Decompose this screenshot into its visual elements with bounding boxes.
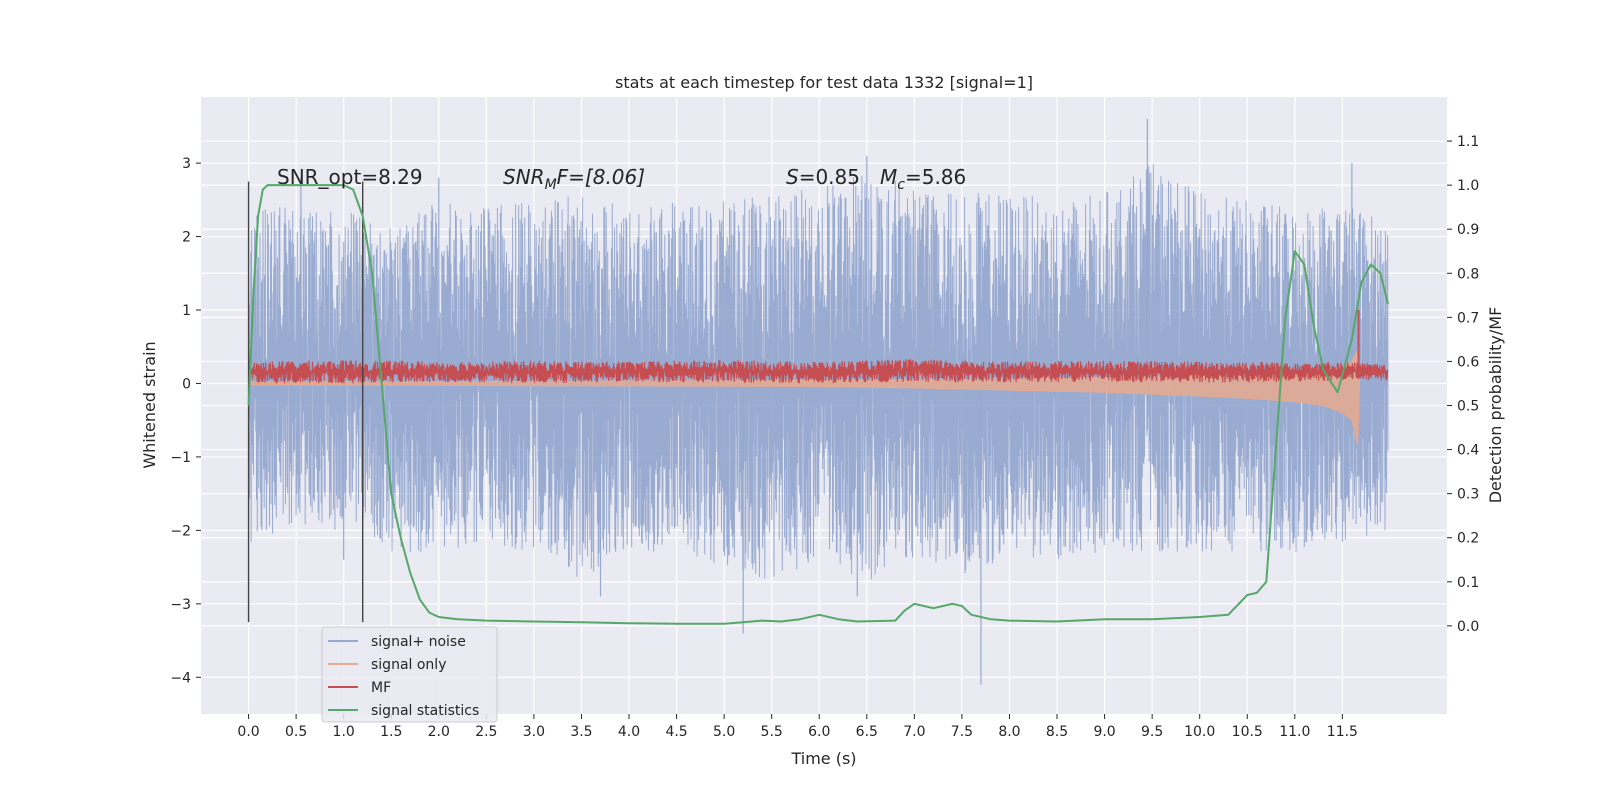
legend-label-signal-statistics: signal statistics <box>371 703 479 719</box>
mc-symbol: M <box>880 165 897 189</box>
x-tick-label: 8.0 <box>998 724 1020 740</box>
y-tick-label: 3 <box>182 156 191 172</box>
series-layer <box>247 119 1389 685</box>
x-tick-label: 5.5 <box>761 724 783 740</box>
s-value: =0.85 <box>799 165 860 189</box>
x-tick-label: 8.5 <box>1046 724 1068 740</box>
snr-mf-rest: F=[8.06] <box>557 165 645 189</box>
y-ticks: −4 −3 −2 −1 0 1 2 3 <box>170 156 201 686</box>
legend-label-signal-noise: signal+ noise <box>371 634 466 650</box>
x-tick-label: 11.5 <box>1327 724 1358 740</box>
y2-tick-label: 1.1 <box>1457 134 1479 150</box>
x-tick-label: 7.0 <box>903 724 925 740</box>
x-tick-label: 4.5 <box>665 724 687 740</box>
series-mf <box>248 359 1389 384</box>
x-tick-label: 10.0 <box>1184 724 1215 740</box>
x-tick-label: 1.5 <box>380 724 402 740</box>
x-axis-label: Time (s) <box>790 749 856 768</box>
x-tick-label: 0.5 <box>285 724 307 740</box>
y2-tick-label: 0.6 <box>1457 354 1479 370</box>
x-tick-label: 6.0 <box>808 724 830 740</box>
y-tick-label: 0 <box>182 376 191 392</box>
annotation-s: S=0.85 <box>786 165 860 189</box>
x-tick-label: 2.5 <box>475 724 497 740</box>
x-tick-label: 2.0 <box>428 724 450 740</box>
y-tick-label: 1 <box>182 303 191 319</box>
annotation-snr-opt: SNR_opt=8.29 <box>277 165 423 189</box>
y2-tick-label: 0.4 <box>1457 443 1479 459</box>
y-tick-label: −2 <box>170 523 191 539</box>
mc-subscript: c <box>897 177 905 193</box>
x-tick-label: 9.0 <box>1093 724 1115 740</box>
legend-label-mf: MF <box>371 680 391 696</box>
y2-tick-label: 1.0 <box>1457 178 1479 194</box>
x-tick-label: 0.0 <box>237 724 259 740</box>
annotation-snr-mf: SNRMF=[8.06] <box>503 165 645 193</box>
y2-axis-label: Detection probability/MF <box>1486 307 1505 504</box>
y-tick-label: 2 <box>182 230 191 246</box>
y2-tick-label: 0.9 <box>1457 222 1479 238</box>
mc-value: =5.86 <box>905 165 966 189</box>
series-signal-statistics <box>247 184 1389 625</box>
annotation-mc: Mc=5.86 <box>880 165 966 193</box>
x-tick-label: 11.0 <box>1279 724 1310 740</box>
y-tick-label: −4 <box>170 670 191 686</box>
x-tick-label: 3.0 <box>523 724 545 740</box>
y-axis-label: Whitened strain <box>140 341 159 468</box>
legend-label-signal-only: signal only <box>371 657 446 673</box>
y-tick-label: −1 <box>170 450 191 466</box>
x-tick-label: 3.5 <box>570 724 592 740</box>
y2-tick-label: 0.7 <box>1457 310 1479 326</box>
x-ticks: 0.0 0.5 1.0 1.5 2.0 2.5 3.0 3.5 4.0 4.5 5.0 5.5 6.0 6… <box>237 714 1358 740</box>
x-tick-label: 4.0 <box>618 724 640 740</box>
y2-tick-label: 0.3 <box>1457 487 1479 503</box>
y2-tick-label: 0.5 <box>1457 399 1479 415</box>
x-tick-label: 7.5 <box>951 724 973 740</box>
chart-title: stats at each timestep for test data 133… <box>615 73 1033 92</box>
y2-tick-label: 0.1 <box>1457 575 1479 591</box>
y-tick-label: −3 <box>170 597 191 613</box>
snr-mf-main: SNR <box>503 165 545 189</box>
x-tick-label: 6.5 <box>856 724 878 740</box>
y2-tick-label: 0.2 <box>1457 531 1479 547</box>
y2-ticks: 0.0 0.1 0.2 0.3 0.4 0.5 0.6 0.7 0.8 0.9 1.0 1.1 <box>1447 134 1479 635</box>
legend: signal+ noise signal only MF signal stat… <box>321 626 498 723</box>
x-tick-label: 5.0 <box>713 724 735 740</box>
s-symbol: S <box>786 165 799 189</box>
legend-box <box>321 626 498 723</box>
y2-tick-label: 0.0 <box>1457 619 1479 635</box>
snr-mf-sub: M <box>545 177 557 193</box>
series-signal-noise <box>248 164 1389 580</box>
y2-tick-label: 0.8 <box>1457 266 1479 282</box>
x-tick-label: 10.5 <box>1232 724 1263 740</box>
x-tick-label: 1.0 <box>333 724 355 740</box>
x-tick-label: 9.5 <box>1141 724 1163 740</box>
